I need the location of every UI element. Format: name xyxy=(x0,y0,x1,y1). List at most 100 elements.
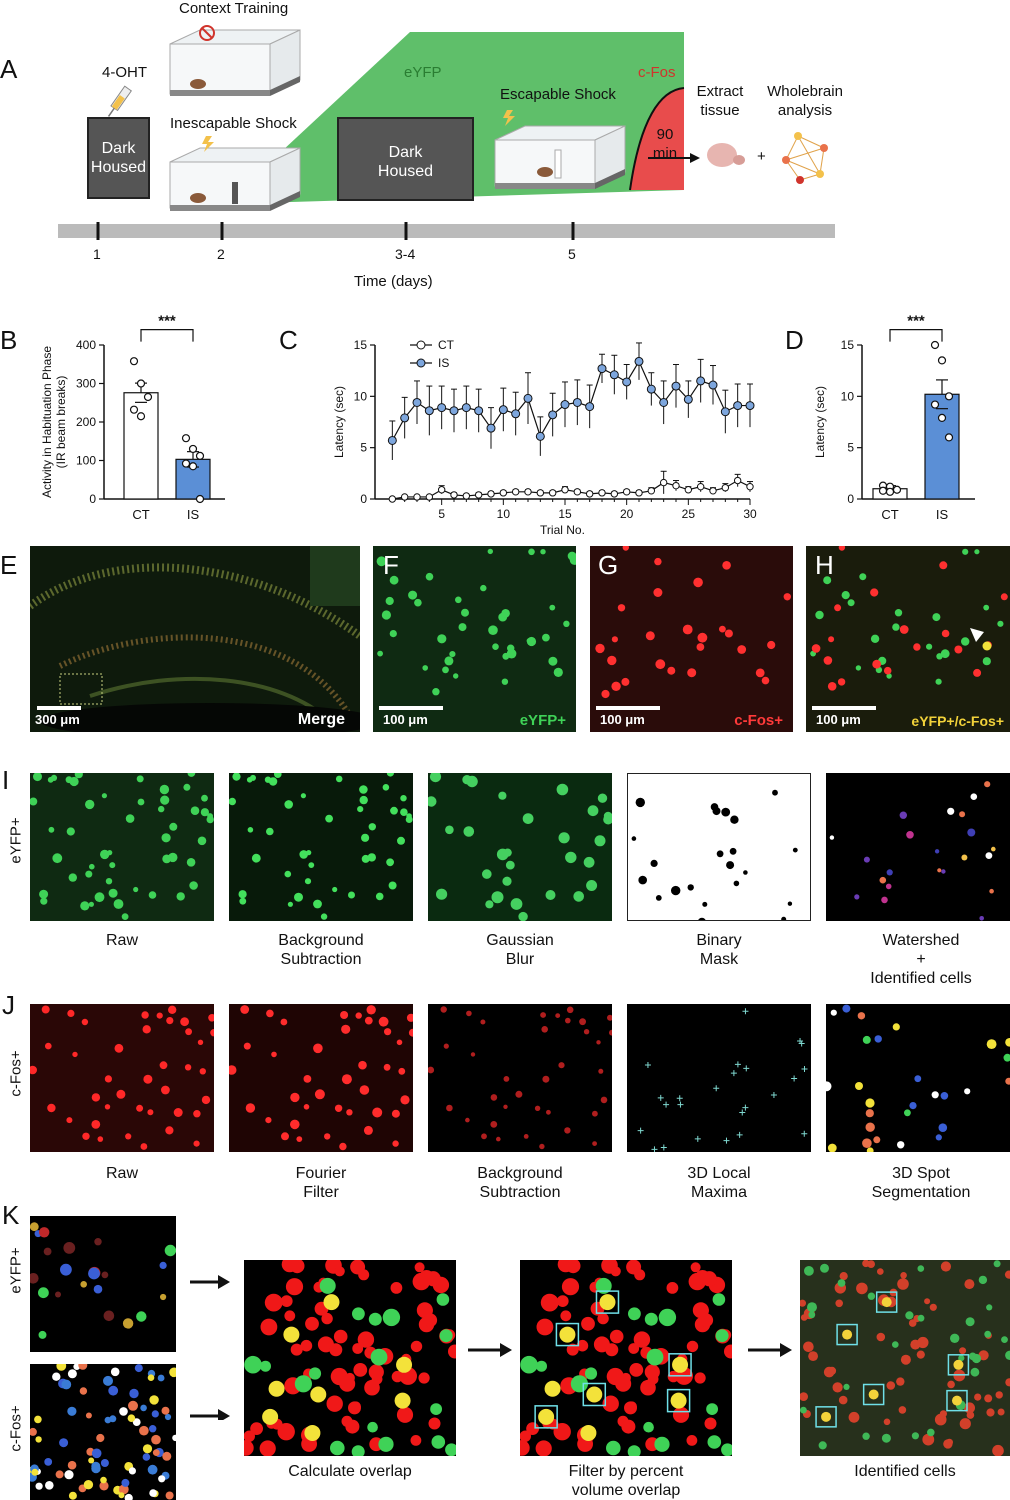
data-point-is xyxy=(634,356,644,366)
data-point-ct xyxy=(388,495,397,503)
panel-label-e: E xyxy=(0,550,18,580)
cell xyxy=(540,1293,559,1312)
cell xyxy=(81,1018,89,1026)
cell xyxy=(706,1403,718,1415)
cell xyxy=(607,1014,612,1021)
cell xyxy=(121,1478,130,1487)
cell xyxy=(136,775,144,783)
cell xyxy=(583,856,595,868)
cell xyxy=(566,1343,579,1356)
cell xyxy=(526,638,532,644)
maxima-marker xyxy=(743,1065,750,1072)
cell xyxy=(190,806,200,815)
cell xyxy=(56,1364,67,1371)
cell xyxy=(381,610,391,620)
cell xyxy=(653,588,663,597)
j-raw-image xyxy=(30,1004,214,1152)
selection-box xyxy=(595,1290,620,1314)
cell xyxy=(470,1052,476,1057)
cell xyxy=(38,1287,49,1299)
cell xyxy=(804,1266,814,1276)
h-merge-label: eYFP+/c-Fos+ xyxy=(911,713,1004,729)
row-j-caption-4: 3D Spot Segmentation xyxy=(871,1165,971,1201)
overlap-cell xyxy=(672,1356,689,1373)
cell xyxy=(72,1051,78,1058)
row-k-side-label-top: eYFP+ xyxy=(7,1247,25,1294)
cell xyxy=(351,1445,365,1456)
chart-d: 0 5 10 15 Latency (sec) CT IS *** xyxy=(813,313,975,522)
cell xyxy=(698,917,706,920)
cell xyxy=(100,1459,109,1467)
k-identified-image xyxy=(800,1260,1010,1456)
data-point-ct xyxy=(721,484,730,492)
cell xyxy=(210,1029,214,1037)
row-k-caption-1: Filter by percent volume overlap xyxy=(568,1463,684,1499)
cell xyxy=(566,1006,574,1014)
cell xyxy=(294,892,303,902)
cell xyxy=(147,1464,158,1475)
overlap-cell xyxy=(544,1380,561,1397)
cell xyxy=(290,1092,300,1103)
cell xyxy=(176,892,185,901)
cell xyxy=(377,650,383,657)
cell xyxy=(348,1401,361,1415)
cell xyxy=(147,1374,155,1381)
cell xyxy=(160,1293,167,1301)
data-point-ct xyxy=(437,486,446,494)
cell xyxy=(410,1435,422,1446)
data-point-is xyxy=(745,401,755,411)
data-point-is xyxy=(511,409,521,419)
cell xyxy=(200,808,209,817)
cell xyxy=(579,1018,586,1026)
cell xyxy=(193,1140,200,1147)
cell xyxy=(722,561,731,570)
cell xyxy=(610,1266,621,1277)
context-chamber-icon xyxy=(169,29,301,96)
cell xyxy=(108,1385,119,1396)
data-point xyxy=(892,485,902,494)
cell xyxy=(68,1491,77,1500)
cell xyxy=(173,1108,183,1117)
cell xyxy=(30,797,38,806)
cell xyxy=(862,1138,872,1148)
data-point-is xyxy=(449,406,459,416)
cell xyxy=(941,629,950,638)
cell xyxy=(726,861,735,870)
data-point xyxy=(878,486,888,495)
cell xyxy=(827,1143,837,1152)
cell xyxy=(724,629,733,638)
e-merge-label: Merge xyxy=(297,711,345,728)
k-eyfp-image xyxy=(30,1216,176,1352)
cell xyxy=(367,853,376,862)
cell xyxy=(803,1341,814,1353)
maxima-marker xyxy=(694,1135,701,1142)
cell xyxy=(74,773,83,779)
cell xyxy=(939,561,948,570)
cell xyxy=(638,875,647,885)
cell xyxy=(597,1312,609,1325)
data-point xyxy=(136,412,146,421)
data-point-is xyxy=(733,401,743,411)
cell xyxy=(43,1247,52,1256)
cell xyxy=(555,1013,561,1018)
cell xyxy=(128,1400,138,1411)
cell xyxy=(938,1123,948,1132)
cell xyxy=(199,1068,206,1075)
maxima-marker xyxy=(651,1146,658,1152)
cell xyxy=(867,1292,876,1300)
cell xyxy=(159,1061,168,1070)
cell xyxy=(481,1133,487,1140)
cell xyxy=(389,575,399,585)
cell xyxy=(370,1348,388,1366)
cell xyxy=(986,1039,997,1049)
cell xyxy=(386,858,394,867)
cell xyxy=(339,1375,356,1392)
cell xyxy=(296,1136,303,1142)
significance-bracket xyxy=(140,329,194,342)
cell xyxy=(287,901,293,907)
cell xyxy=(564,1127,571,1134)
significance-label: *** xyxy=(907,313,925,330)
cell xyxy=(280,1018,288,1026)
cell xyxy=(79,1387,88,1395)
cell xyxy=(783,593,791,601)
